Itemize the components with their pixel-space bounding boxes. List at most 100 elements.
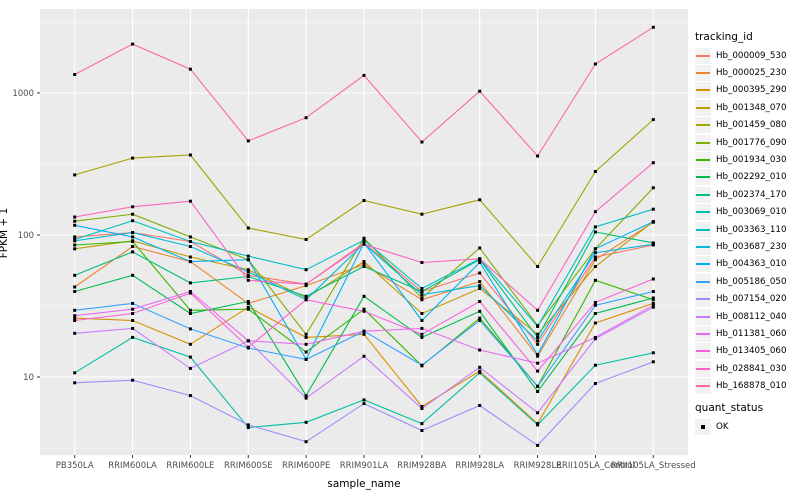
data-point — [131, 273, 135, 277]
legend-item-Hb_008112_040: Hb_008112_040 — [695, 308, 786, 325]
data-point — [593, 300, 597, 304]
legend-item-label: Hb_000009_530 — [716, 50, 787, 61]
data-point — [304, 394, 308, 398]
data-point — [593, 230, 597, 234]
data-point — [478, 316, 482, 320]
data-point — [188, 366, 192, 370]
data-point — [593, 321, 597, 325]
data-point — [188, 342, 192, 346]
data-point — [420, 319, 424, 322]
legend-item-label: Hb_000395_290 — [716, 85, 787, 96]
data-point — [420, 293, 424, 297]
data-point — [304, 440, 308, 444]
data-point — [593, 170, 597, 173]
data-point — [131, 240, 135, 243]
legend-item-Hb_011381_060: Hb_011381_060 — [695, 325, 786, 342]
legend-item-Hb_001934_030: Hb_001934_030 — [695, 151, 786, 168]
legend-item-label: Hb_001348_070 — [716, 102, 787, 113]
legend-item-label: Hb_000025_230 — [716, 67, 787, 78]
data-point — [188, 327, 192, 331]
data-point — [188, 312, 192, 315]
data-point — [304, 116, 308, 120]
data-point — [304, 342, 308, 346]
data-point — [420, 140, 424, 144]
data-point — [131, 250, 135, 254]
data-point — [73, 173, 77, 177]
x-axis-title: sample_name — [327, 478, 401, 490]
data-point — [536, 342, 540, 346]
data-point — [420, 287, 424, 290]
data-point — [246, 270, 250, 274]
data-point — [536, 332, 540, 336]
legend-item-quant-ok: OK — [695, 418, 729, 435]
x-tick-label: RRIM928LE — [514, 461, 562, 471]
data-point — [131, 326, 135, 330]
data-point — [131, 212, 135, 216]
data-point — [593, 210, 597, 214]
data-point — [304, 357, 308, 361]
x-tick-label: RRIM928BA — [397, 461, 447, 471]
data-point — [304, 335, 308, 339]
legend-item-Hb_001459_080: Hb_001459_080 — [695, 117, 786, 134]
data-point — [593, 255, 597, 259]
data-point — [362, 260, 366, 264]
data-point — [593, 335, 597, 339]
data-point — [536, 443, 540, 447]
legend-key-line-icon — [695, 82, 711, 99]
data-point — [478, 198, 482, 202]
data-point — [73, 247, 77, 251]
data-point — [131, 42, 135, 46]
data-point — [131, 156, 135, 160]
data-point — [246, 301, 250, 305]
data-point — [73, 223, 77, 227]
data-point — [478, 257, 482, 261]
legend-key-line-icon — [695, 151, 711, 168]
data-point — [188, 291, 192, 295]
data-point — [420, 312, 424, 315]
data-point — [246, 426, 250, 430]
data-point — [651, 296, 655, 300]
data-point — [362, 238, 366, 242]
data-point — [304, 350, 308, 354]
data-point — [188, 67, 192, 71]
data-point — [420, 261, 424, 264]
legend-key-line-icon — [695, 325, 711, 342]
data-point — [651, 242, 655, 246]
data-point — [478, 261, 482, 264]
legend-key-line-icon — [695, 378, 711, 395]
data-point — [246, 226, 250, 230]
data-point — [362, 265, 366, 268]
data-point — [304, 296, 308, 300]
data-point — [304, 238, 308, 241]
data-point — [478, 404, 482, 407]
legend-item-label: Hb_002292_010 — [716, 172, 787, 183]
legend-item-label: Hb_007154_020 — [716, 294, 787, 305]
data-point — [593, 303, 597, 307]
data-point — [593, 278, 597, 282]
data-point — [420, 363, 424, 367]
legend-item-Hb_000395_290: Hb_000395_290 — [695, 82, 786, 99]
data-point — [131, 312, 135, 315]
data-point — [651, 220, 655, 224]
data-point — [478, 284, 482, 288]
legend-key-line-icon — [695, 308, 711, 325]
data-point — [188, 255, 192, 259]
legend-item-Hb_003069_010: Hb_003069_010 — [695, 204, 786, 221]
legend-item-Hb_028841_030: Hb_028841_030 — [695, 360, 786, 377]
legend: tracking_id Hb_000009_530 Hb_000025_230 Hb… — [693, 0, 800, 500]
y-tick-label: 10 — [23, 373, 34, 383]
data-point — [246, 300, 250, 303]
legend-item-Hb_005186_050: Hb_005186_050 — [695, 273, 786, 290]
data-point — [593, 363, 597, 367]
legend-key-line-icon — [695, 238, 711, 255]
legend-item-label: Hb_001459_080 — [716, 120, 787, 131]
data-point — [362, 294, 366, 298]
data-point — [304, 298, 308, 302]
data-point — [536, 361, 540, 365]
data-point — [246, 268, 250, 272]
data-point — [593, 312, 597, 315]
data-point — [536, 339, 540, 343]
x-tick-label: RRIM901LA — [340, 461, 389, 471]
legend-item-label: Hb_003363_110 — [716, 224, 787, 235]
